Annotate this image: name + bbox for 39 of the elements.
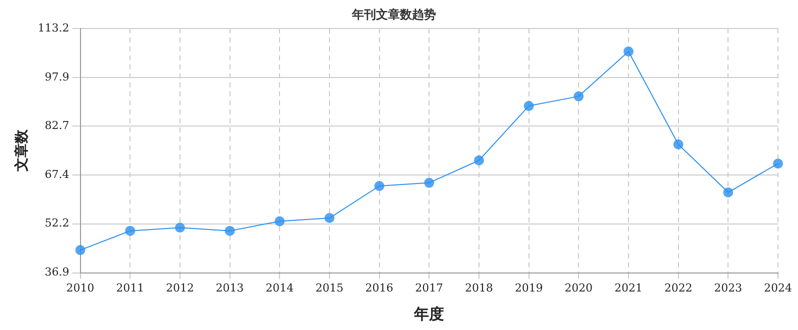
point xyxy=(224,226,235,236)
x-tick-label: 2016 xyxy=(365,281,394,294)
y-tick-label: 97.9 xyxy=(44,70,70,84)
point xyxy=(274,216,285,226)
x-tick-label: 2011 xyxy=(116,281,144,294)
y-axis-title: 文章数 xyxy=(13,128,30,173)
chart-title: 年刊文章数趋势 xyxy=(351,7,436,22)
x-tick-label: 2022 xyxy=(664,281,692,294)
y-tick-label: 82.7 xyxy=(44,118,70,132)
point xyxy=(773,158,783,169)
y-tick-label: 67.4 xyxy=(44,168,70,181)
y-tick-label: 113.2 xyxy=(38,21,70,34)
point xyxy=(623,46,634,56)
x-tick-label: 2018 xyxy=(464,281,493,294)
point xyxy=(474,155,484,166)
point xyxy=(673,139,684,150)
point xyxy=(324,213,334,224)
x-tick-label: 2015 xyxy=(315,281,344,294)
x-tick-label: 2020 xyxy=(564,281,593,294)
x-tick-label: 2021 xyxy=(614,281,642,294)
x-axis-title: 年度 xyxy=(413,304,444,323)
x-tick-label: 2012 xyxy=(166,281,194,294)
point xyxy=(424,178,434,188)
y-tick-label: 36.9 xyxy=(44,266,70,279)
point xyxy=(125,226,136,236)
y-tick-label: 52.2 xyxy=(44,216,70,230)
x-tick-label: 2024 xyxy=(764,281,792,294)
x-tick-label: 2019 xyxy=(514,281,543,294)
x-tick-label: 2023 xyxy=(714,281,742,294)
x-tick-label: 2010 xyxy=(66,281,94,294)
x-tick-label: 2017 xyxy=(415,281,444,294)
point xyxy=(524,100,534,111)
point xyxy=(374,180,384,191)
x-tick-label: 2014 xyxy=(266,281,294,294)
point xyxy=(174,222,185,233)
x-tick-label: 2013 xyxy=(216,281,244,294)
point xyxy=(574,91,584,102)
point xyxy=(75,245,86,256)
point xyxy=(723,187,734,198)
